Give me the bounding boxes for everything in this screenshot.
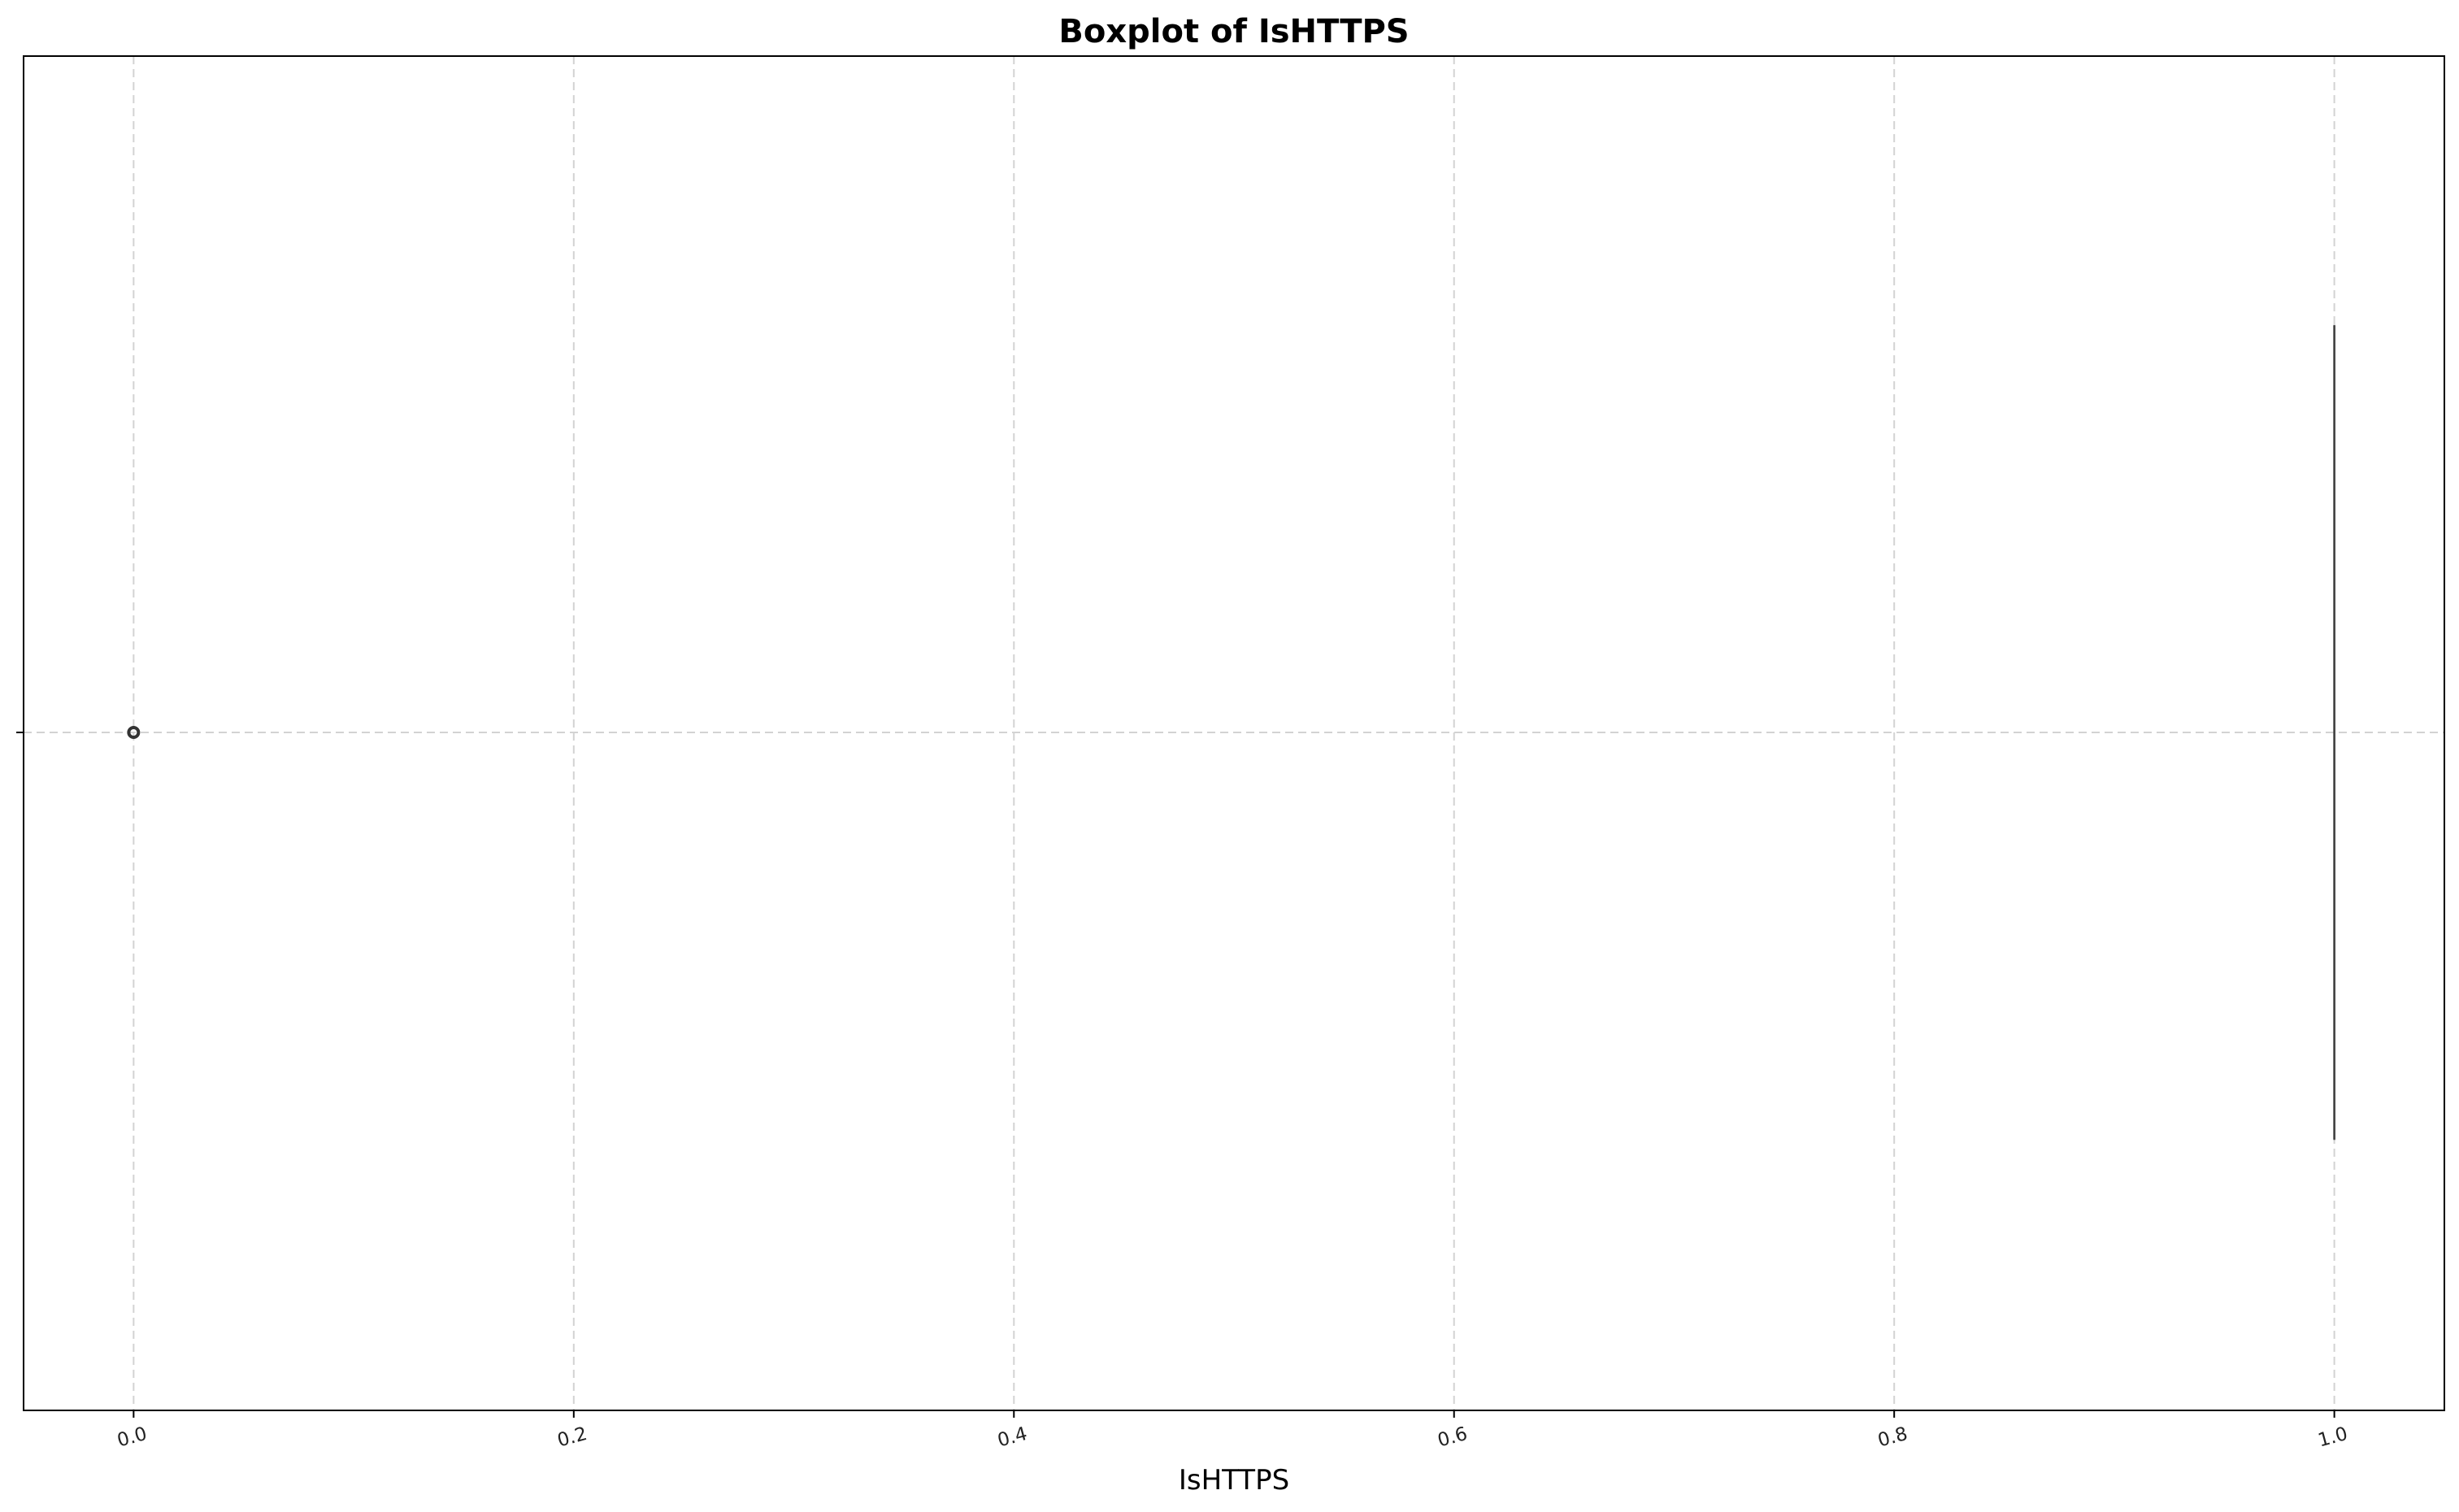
grid-lines: [24, 56, 2444, 1410]
x-tick-label: 0.0: [115, 1423, 150, 1452]
x-axis-label: IsHTTPS: [1179, 1464, 1289, 1497]
x-tick-label: 1.0: [2316, 1423, 2350, 1452]
outlier-point: [127, 726, 141, 739]
x-tick-label: 0.4: [995, 1423, 1029, 1452]
box-glyph: [127, 324, 2335, 1141]
x-tick-label: 0.6: [1436, 1423, 1470, 1452]
x-tick-label: 0.2: [555, 1423, 589, 1452]
plot-frame: [23, 55, 2445, 1411]
x-tick-label: 0.8: [1875, 1423, 1909, 1452]
x-axis-ticks: 0.0 0.2 0.4 0.6 0.8 1.0: [16, 732, 2350, 1452]
chart-title: Boxplot of IsHTTPS: [1058, 13, 1409, 50]
